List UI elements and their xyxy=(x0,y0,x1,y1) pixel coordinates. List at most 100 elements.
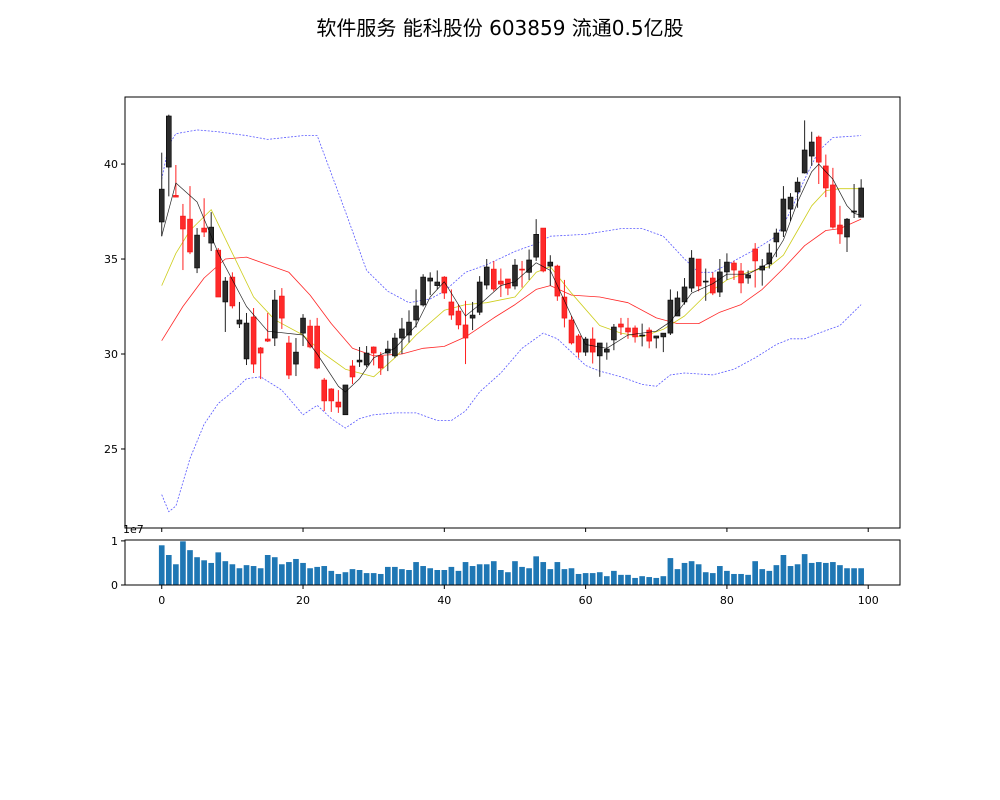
volume-bar xyxy=(561,569,568,585)
candle-up xyxy=(356,346,363,367)
volume-bar xyxy=(632,577,638,585)
candle-down xyxy=(250,308,257,373)
candle-up xyxy=(166,114,172,197)
candle-body xyxy=(710,277,716,294)
candle-up xyxy=(611,323,617,351)
candle-body xyxy=(392,337,398,357)
candle-body xyxy=(180,215,186,230)
candle-up xyxy=(469,301,476,331)
candle-body xyxy=(540,227,547,272)
volume-bar xyxy=(526,568,532,585)
volume-plot-frame xyxy=(124,539,901,586)
candle-up xyxy=(688,250,695,293)
candle-body xyxy=(158,188,165,223)
volume-bar xyxy=(780,555,787,585)
volume-bar xyxy=(229,564,236,585)
candle-body xyxy=(801,149,808,174)
candle-up xyxy=(413,289,419,328)
volume-bar xyxy=(243,565,250,585)
candle-up xyxy=(222,277,229,332)
volume-bar xyxy=(314,566,320,585)
candle-body xyxy=(858,187,864,218)
candle-body xyxy=(286,342,292,376)
candle-down xyxy=(321,377,327,411)
volume-bar xyxy=(321,566,328,585)
candle-body xyxy=(194,234,200,269)
volume-bar xyxy=(625,574,631,585)
candle-down xyxy=(823,154,829,198)
volume-bar xyxy=(384,566,391,585)
candle-body xyxy=(618,323,624,328)
candle-body xyxy=(547,261,554,267)
volume-bar xyxy=(603,576,610,585)
candle-down xyxy=(505,278,511,296)
volume-bar xyxy=(293,558,299,585)
candle-down xyxy=(752,243,758,288)
candle-body xyxy=(215,249,222,298)
volume-bar xyxy=(759,569,766,585)
candle-up xyxy=(427,272,433,296)
price-tick-label: 25 xyxy=(104,443,118,456)
volume-bar xyxy=(173,564,179,585)
candle-body xyxy=(385,348,391,354)
candle-up xyxy=(342,384,349,416)
volume-bar xyxy=(851,568,857,585)
candle-body xyxy=(561,296,568,319)
candle-up xyxy=(702,268,709,301)
candle-down xyxy=(540,227,547,273)
candle-body xyxy=(349,365,356,378)
candle-body xyxy=(271,299,278,339)
candle-up xyxy=(653,335,660,349)
candle-up xyxy=(759,259,766,286)
candle-up xyxy=(717,259,723,298)
candle-body xyxy=(201,227,207,233)
volume-bar xyxy=(434,570,441,585)
candle-up xyxy=(660,332,667,353)
candle-body xyxy=(625,327,631,333)
volume-bar xyxy=(738,573,744,585)
candle-body xyxy=(745,274,751,279)
volume-bar xyxy=(512,561,518,585)
candle-up xyxy=(667,289,674,336)
candle-up xyxy=(406,310,412,343)
volume-bar xyxy=(702,572,709,585)
candle-up xyxy=(271,289,278,347)
volume-bar xyxy=(490,561,497,585)
candle-body xyxy=(596,342,603,357)
volume-bar xyxy=(498,570,504,585)
candle-up xyxy=(604,342,610,360)
volume-bar xyxy=(441,570,448,585)
candle-up xyxy=(208,212,214,252)
candle-body xyxy=(611,326,617,341)
volume-bar xyxy=(158,545,165,585)
volume-bar xyxy=(688,561,695,585)
candle-body xyxy=(363,352,370,366)
candle-down xyxy=(575,334,582,358)
volume-bar xyxy=(236,568,243,585)
candle-body xyxy=(491,268,497,290)
volume-bar xyxy=(462,562,469,585)
volume-bar xyxy=(815,562,822,585)
candle-body xyxy=(448,301,455,316)
candle-up xyxy=(420,274,426,307)
candle-body xyxy=(187,218,193,253)
volume-bar xyxy=(582,573,589,585)
ma-red-line xyxy=(161,218,862,357)
candle-body xyxy=(264,338,271,342)
candle-up xyxy=(483,259,490,290)
candle-down xyxy=(173,165,179,198)
volume-bar xyxy=(717,566,723,585)
volume-bar xyxy=(674,569,681,585)
volume-bar xyxy=(519,566,525,585)
candle-body xyxy=(787,196,794,210)
candle-body xyxy=(321,379,327,402)
candle-up xyxy=(293,338,299,377)
volume-bar xyxy=(787,566,794,585)
candle-up xyxy=(745,270,751,284)
candle-body xyxy=(738,270,744,284)
candle-up xyxy=(582,336,589,356)
candle-body xyxy=(695,258,702,287)
candle-body xyxy=(794,181,801,193)
candle-up xyxy=(639,323,645,347)
candle-body xyxy=(773,232,780,243)
